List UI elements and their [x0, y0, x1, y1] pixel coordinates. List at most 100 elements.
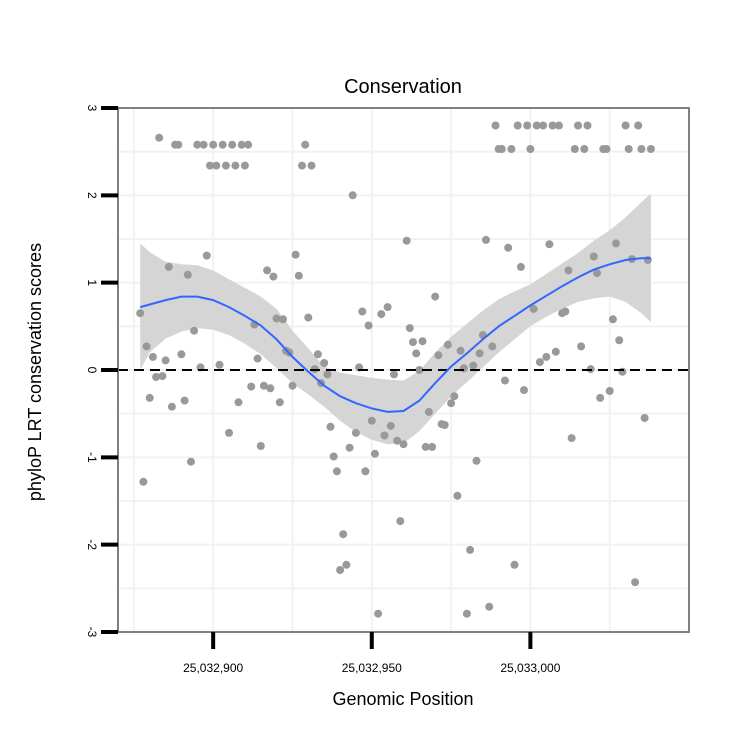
- data-point: [434, 351, 443, 360]
- data-point: [225, 428, 233, 437]
- data-point: [221, 161, 230, 170]
- data-point: [253, 354, 262, 363]
- data-point: [364, 321, 373, 330]
- data-point: [583, 121, 592, 130]
- y-tick-label: 1: [85, 279, 99, 286]
- data-point: [244, 140, 253, 149]
- data-point: [269, 272, 278, 281]
- data-point: [561, 307, 570, 316]
- data-point: [501, 376, 509, 385]
- data-point: [193, 140, 202, 149]
- data-point: [294, 271, 303, 280]
- data-point: [155, 133, 164, 142]
- data-point: [367, 416, 376, 425]
- data-point: [190, 326, 199, 335]
- y-tick-label: -3: [85, 627, 99, 638]
- confidence-ribbon: [140, 193, 651, 445]
- data-point: [342, 560, 351, 569]
- data-point: [351, 428, 360, 437]
- data-point: [139, 477, 148, 486]
- data-point: [482, 235, 490, 244]
- data-point: [516, 262, 525, 271]
- data-point: [231, 161, 240, 170]
- data-point: [567, 434, 576, 443]
- data-point: [529, 304, 538, 313]
- data-point: [380, 431, 389, 440]
- data-point: [520, 386, 528, 395]
- data-point: [142, 342, 151, 351]
- data-point: [374, 609, 383, 618]
- data-point: [580, 145, 589, 153]
- smooth-line: [139, 257, 651, 413]
- data-point: [320, 359, 329, 367]
- data-point: [409, 338, 417, 347]
- data-point: [539, 121, 548, 130]
- data-point: [247, 382, 256, 391]
- data-point: [443, 340, 452, 349]
- data-point: [415, 366, 424, 374]
- data-point: [377, 310, 386, 319]
- data-point: [266, 384, 275, 393]
- x-tick-label: 25,032,950: [342, 661, 402, 675]
- data-point: [259, 381, 268, 390]
- data-point: [554, 121, 563, 130]
- data-point: [602, 145, 611, 153]
- data-point: [301, 140, 310, 149]
- data-point: [174, 140, 183, 149]
- data-point: [412, 349, 421, 358]
- data-point: [228, 140, 237, 149]
- data-point: [167, 402, 176, 411]
- data-point: [469, 361, 478, 370]
- data-point: [545, 240, 554, 249]
- data-point: [199, 140, 208, 149]
- data-point: [424, 407, 433, 416]
- data-point: [510, 560, 519, 569]
- data-point: [206, 161, 214, 170]
- data-point: [462, 609, 471, 618]
- y-tick-label: 3: [85, 105, 99, 112]
- data-point: [450, 392, 459, 401]
- data-point: [504, 243, 513, 252]
- y-tick-label: 2: [85, 192, 99, 199]
- data-point: [593, 269, 601, 278]
- y-tick-label: 0: [85, 367, 99, 374]
- data-point: [256, 442, 265, 450]
- data-point: [605, 387, 614, 395]
- data-point: [497, 145, 506, 153]
- data-point: [637, 145, 646, 153]
- data-point: [386, 421, 395, 430]
- data-point: [523, 121, 532, 130]
- y-tick-label: -1: [85, 452, 99, 463]
- data-point: [421, 442, 430, 451]
- data-point: [634, 121, 643, 130]
- data-point: [329, 452, 338, 461]
- data-point: [405, 324, 414, 333]
- data-point: [161, 356, 170, 365]
- data-point: [370, 449, 379, 458]
- data-point: [577, 342, 586, 351]
- data-point: [640, 414, 649, 422]
- data-point: [574, 121, 582, 130]
- data-point: [513, 121, 522, 130]
- data-point: [542, 352, 551, 361]
- data-point: [596, 393, 605, 402]
- data-point: [488, 342, 497, 351]
- data-point: [145, 393, 154, 402]
- data-point: [237, 140, 246, 149]
- data-point: [618, 367, 627, 376]
- data-point: [631, 578, 640, 587]
- data-point: [612, 239, 620, 248]
- data-point: [447, 399, 456, 408]
- data-point: [326, 422, 335, 431]
- data-point: [428, 442, 437, 451]
- data-point: [456, 346, 465, 355]
- data-point: [323, 370, 332, 379]
- y-axis-label: phyloP LRT conservation scores: [25, 243, 45, 501]
- plot-panel: [117, 107, 690, 633]
- data-point: [624, 145, 633, 153]
- data-point: [183, 270, 192, 279]
- data-point: [263, 266, 272, 275]
- data-point: [564, 266, 573, 275]
- data-point: [358, 307, 367, 316]
- data-point: [459, 364, 468, 373]
